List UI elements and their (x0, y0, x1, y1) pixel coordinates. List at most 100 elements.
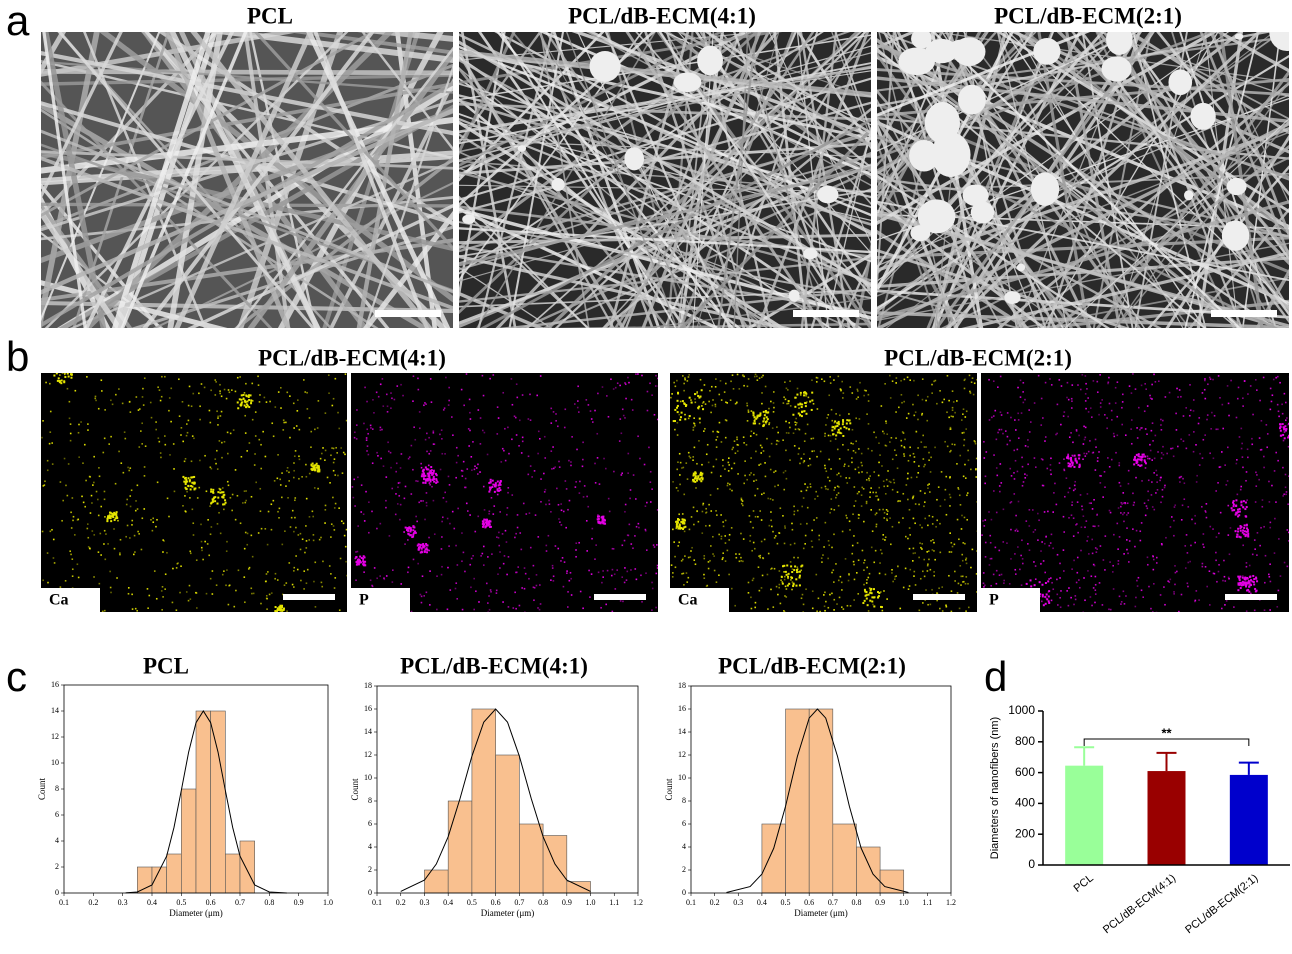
signal-cluster (497, 481, 499, 483)
signal-dot (1203, 439, 1205, 441)
signal-cluster (407, 533, 409, 535)
signal-dot (380, 383, 382, 385)
signal-dot (819, 611, 821, 613)
signal-dot (824, 468, 826, 470)
signal-cluster (700, 480, 702, 482)
signal-dot (550, 450, 552, 452)
signal-cluster (425, 466, 427, 468)
signal-dot (892, 526, 894, 528)
signal-cluster (801, 411, 803, 413)
signal-dot (743, 442, 745, 444)
signal-dot (346, 420, 348, 422)
signal-dot (1141, 522, 1143, 524)
signal-cluster (482, 523, 484, 525)
signal-cluster (811, 392, 813, 394)
signal-dot (875, 514, 877, 516)
signal-cluster (1235, 505, 1237, 507)
signal-dot (353, 479, 355, 481)
signal-dot (837, 449, 839, 451)
signal-dot (817, 377, 819, 379)
signal-dot (217, 468, 219, 470)
signal-dot (795, 418, 797, 420)
signal-dot (559, 521, 561, 523)
signal-dot (1046, 468, 1048, 470)
signal-dot (493, 505, 495, 507)
signal-dot (921, 548, 923, 550)
signal-dot (882, 509, 884, 511)
image-background (670, 373, 977, 612)
signal-dot (677, 461, 679, 463)
signal-dot (1117, 548, 1119, 550)
signal-dot (782, 515, 784, 517)
signal-dot (219, 390, 221, 392)
signal-dot (976, 379, 978, 381)
signal-dot (1131, 419, 1133, 421)
signal-dot (671, 564, 673, 566)
signal-cluster (311, 469, 313, 471)
signal-dot (885, 420, 887, 422)
signal-dot (882, 538, 884, 540)
signal-dot (851, 457, 853, 459)
signal-dot (226, 612, 228, 614)
signal-dot (101, 390, 103, 392)
signal-dot (1162, 420, 1164, 422)
signal-dot (422, 500, 424, 502)
signal-dot (895, 411, 897, 413)
signal-cluster (801, 403, 803, 405)
signal-dot (1221, 451, 1223, 453)
signal-dot (415, 480, 417, 482)
signal-dot (190, 553, 192, 555)
signal-dot (833, 599, 835, 601)
signal-dot (950, 427, 952, 429)
signal-dot (293, 403, 295, 405)
signal-dot (376, 577, 378, 579)
signal-dot (1096, 514, 1098, 516)
signal-dot (613, 471, 615, 473)
signal-dot (278, 391, 280, 393)
signal-dot (701, 464, 703, 466)
signal-dot (367, 433, 369, 435)
signal-dot (474, 531, 476, 533)
signal-dot (1146, 433, 1148, 435)
signal-dot (780, 603, 782, 605)
signal-dot (993, 454, 995, 456)
signal-dot (267, 571, 269, 573)
signal-dot (504, 555, 506, 557)
signal-dot (580, 591, 582, 593)
signal-dot (959, 608, 961, 610)
signal-cluster (697, 478, 699, 480)
signal-dot (681, 573, 683, 575)
signal-dot (637, 435, 639, 437)
signal-dot (1108, 377, 1110, 379)
signal-cluster (212, 492, 214, 494)
signal-dot (780, 507, 782, 509)
signal-dot (862, 550, 864, 552)
signal-dot (269, 401, 271, 403)
signal-cluster (193, 482, 195, 484)
signal-dot (244, 601, 246, 603)
signal-dot (1195, 600, 1197, 602)
bar (211, 711, 226, 893)
signal-dot (1267, 433, 1269, 435)
signal-dot (70, 512, 72, 514)
signal-dot (419, 427, 421, 429)
signal-dot (74, 534, 76, 536)
signal-dot (1277, 404, 1279, 406)
signal-cluster (106, 520, 108, 522)
signal-cluster (1030, 579, 1032, 581)
signal-dot (841, 381, 843, 383)
signal-dot (1191, 519, 1193, 521)
signal-dot (735, 403, 737, 405)
signal-cluster (435, 473, 437, 475)
signal-dot (91, 502, 93, 504)
signal-dot (449, 484, 451, 486)
signal-dot (1002, 433, 1004, 435)
y-tick-label: 4 (682, 842, 686, 851)
signal-dot (621, 474, 623, 476)
signal-dot (144, 377, 146, 379)
signal-dot (370, 425, 372, 427)
signal-dot (1064, 496, 1066, 498)
signal-dot (1100, 406, 1102, 408)
signal-cluster (1046, 593, 1048, 595)
signal-dot (933, 571, 935, 573)
